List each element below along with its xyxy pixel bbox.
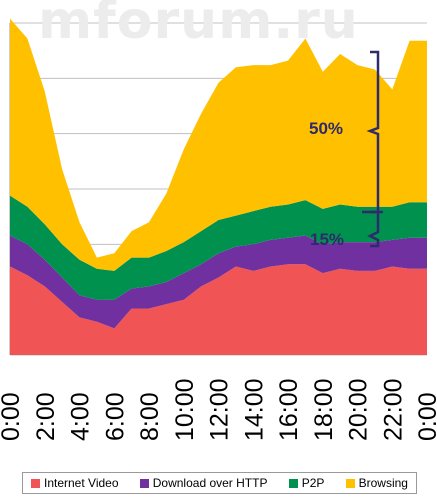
x-tick-label: 12:00 bbox=[206, 378, 234, 441]
x-tick-label: 14:00 bbox=[240, 378, 268, 441]
watermark: mforum.ru bbox=[38, 0, 359, 51]
x-tick-label: 10:00 bbox=[171, 378, 199, 441]
legend-label: Download over HTTP bbox=[152, 476, 268, 490]
area-series-internet-video bbox=[10, 264, 427, 355]
x-tick-label: 22:00 bbox=[379, 378, 407, 441]
annotation-label: 15% bbox=[310, 230, 344, 249]
legend-swatch bbox=[288, 478, 298, 488]
legend-label: Browsing bbox=[358, 476, 408, 490]
x-tick-label: 4:00 bbox=[67, 392, 95, 441]
x-tick-label: 16:00 bbox=[275, 378, 303, 441]
legend-swatch bbox=[31, 478, 40, 488]
legend-label: P2P bbox=[301, 476, 325, 490]
x-tick-label: 0:00 bbox=[0, 392, 25, 441]
annotation-brace-50 bbox=[366, 50, 380, 212]
chart-legend: Internet Video Download over HTTP P2P Brows… bbox=[22, 472, 417, 494]
annotation-label: 50% bbox=[309, 119, 343, 138]
legend-swatch bbox=[345, 478, 355, 488]
legend-item: Download over HTTP bbox=[139, 476, 268, 490]
x-tick-label: 20:00 bbox=[345, 378, 373, 441]
x-tick-label: 8:00 bbox=[136, 392, 164, 441]
legend-item: Browsing bbox=[345, 476, 408, 490]
area-series-download-over-http bbox=[10, 235, 427, 329]
legend-item: Internet Video bbox=[31, 476, 119, 490]
legend-label: Internet Video bbox=[44, 476, 119, 490]
x-tick-label: 6:00 bbox=[101, 392, 129, 441]
area-series-p2p bbox=[10, 195, 427, 300]
x-tick-label: 0:00 bbox=[414, 392, 437, 441]
area-series-browsing bbox=[10, 18, 427, 271]
legend-swatch bbox=[139, 478, 149, 488]
legend-item: P2P bbox=[288, 476, 325, 490]
x-tick-label: 18:00 bbox=[310, 378, 338, 441]
x-tick-label: 2:00 bbox=[32, 392, 60, 441]
